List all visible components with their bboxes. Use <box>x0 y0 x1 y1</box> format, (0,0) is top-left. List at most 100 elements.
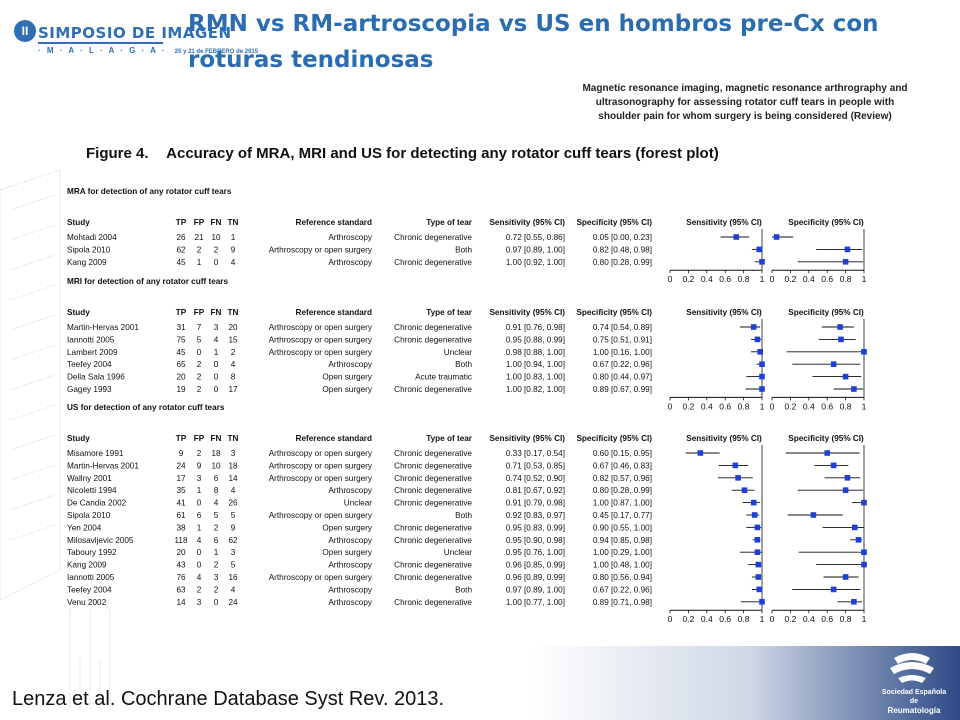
cell-specificity: 0.80 [0.28, 0.99] <box>593 258 652 267</box>
study-name: Wallny 2001 <box>67 474 112 483</box>
spec-point-marker <box>830 361 837 367</box>
cell-reference-standard: Arthroscopy or open surgery <box>269 335 373 344</box>
spec-point-marker <box>824 450 830 456</box>
cell-tp: 24 <box>176 461 186 470</box>
cell-sensitivity: 0.96 [0.89, 0.99] <box>506 573 565 582</box>
column-header-tp: TP <box>176 434 187 443</box>
cell-tp: 35 <box>176 486 186 495</box>
column-header-fn: FN <box>211 308 222 317</box>
cell-type-of-tear: Both <box>455 511 472 520</box>
cell-tn: 5 <box>231 561 236 570</box>
column-header-specificity: Specificity (95% CI) <box>576 308 652 317</box>
cell-specificity: 1.00 [0.48, 1.00] <box>593 561 652 570</box>
cell-sensitivity: 1.00 [0.82, 1.00] <box>506 385 565 394</box>
sens-point-marker <box>759 373 765 380</box>
ser-logo-text: Sociedad Española de Reumatología <box>872 688 956 715</box>
cell-fn: 2 <box>214 585 219 594</box>
sens-point-marker <box>755 561 762 568</box>
cell-fn: 3 <box>214 573 219 582</box>
spec-point-marker <box>851 386 857 392</box>
study-name: Kang 2009 <box>67 561 107 570</box>
cell-type-of-tear: Chronic degenerative <box>394 323 472 332</box>
cell-fn: 0 <box>214 385 219 394</box>
cell-fp: 1 <box>197 258 202 267</box>
axis-tick-label: 0.2 <box>784 614 796 624</box>
cell-reference-standard: Arthroscopy <box>328 536 373 545</box>
axis-tick-label: 0.8 <box>840 614 852 624</box>
cell-fp: 0 <box>197 548 202 557</box>
column-header-fp: FP <box>194 308 205 317</box>
cell-fp: 0 <box>197 348 202 357</box>
cell-sensitivity: 0.91 [0.76, 0.98] <box>506 323 565 332</box>
cell-specificity: 0.67 [0.22, 0.96] <box>593 585 652 594</box>
cell-fn: 6 <box>214 474 219 483</box>
cell-fn: 6 <box>214 536 219 545</box>
plot-header-specificity: Specificity (95% CI) <box>788 308 864 317</box>
cell-type-of-tear: Chronic degenerative <box>394 461 472 470</box>
spec-point-marker <box>851 599 857 605</box>
cell-tn: 9 <box>231 245 236 254</box>
column-header-reference: Reference standard <box>296 308 372 317</box>
logo-divider <box>38 42 163 44</box>
spec-point-marker <box>842 574 849 580</box>
cell-tp: 43 <box>176 561 186 570</box>
spec-point-marker <box>861 349 867 355</box>
cell-reference-standard: Arthroscopy or open surgery <box>269 474 373 483</box>
cell-tp: 41 <box>176 499 186 508</box>
axis-tick-label: 0.8 <box>738 614 750 624</box>
ser-logo-icon <box>890 653 934 683</box>
cell-fn: 2 <box>214 561 219 570</box>
column-header-specificity: Specificity (95% CI) <box>576 218 652 227</box>
cell-type-of-tear: Chronic degenerative <box>394 598 472 607</box>
cell-fn: 5 <box>214 511 219 520</box>
cell-specificity: 0.89 [0.71, 0.98] <box>593 598 652 607</box>
column-header-tear: Type of tear <box>426 308 473 317</box>
study-name: Lambert 2009 <box>67 348 118 357</box>
axis-tick-label: 0 <box>668 614 673 624</box>
cell-specificity: 0.75 [0.51, 0.91] <box>593 335 652 344</box>
study-name: Gagey 1993 <box>67 385 112 394</box>
cell-sensitivity: 1.00 [0.83, 1.00] <box>506 373 565 382</box>
cell-reference-standard: Arthroscopy <box>328 598 373 607</box>
cell-fp: 3 <box>197 598 202 607</box>
column-header-specificity: Specificity (95% CI) <box>576 434 652 443</box>
cell-sensitivity: 0.33 [0.17, 0.54] <box>506 449 565 458</box>
sens-point-marker <box>757 349 763 355</box>
cell-specificity: 0.05 [0.00, 0.23] <box>593 233 652 242</box>
cell-tn: 9 <box>231 523 236 532</box>
spec-point-marker <box>861 549 867 555</box>
cell-specificity: 0.80 [0.28, 0.99] <box>593 486 652 495</box>
cell-type-of-tear: Chronic degenerative <box>394 385 472 394</box>
spec-point-marker <box>830 586 837 593</box>
cell-tn: 4 <box>231 585 236 594</box>
sens-point-marker <box>756 246 763 253</box>
column-header-tear: Type of tear <box>426 218 473 227</box>
cell-reference-standard: Arthroscopy <box>328 585 373 594</box>
cell-tn: 62 <box>228 536 238 545</box>
cell-sensitivity: 0.97 [0.89, 1.00] <box>506 585 565 594</box>
axis-tick-label: 0.8 <box>738 401 750 411</box>
figure-number: Figure 4. <box>86 145 149 162</box>
cell-fn: 1 <box>214 348 219 357</box>
cell-reference-standard: Arthroscopy or open surgery <box>269 511 373 520</box>
cell-fn: 3 <box>214 323 219 332</box>
axis-tick-label: 0.6 <box>719 614 731 624</box>
sens-point-marker <box>741 487 748 493</box>
cell-type-of-tear: Chronic degenerative <box>394 499 472 508</box>
study-name: Nicoletti 1994 <box>67 486 117 495</box>
cell-tn: 16 <box>228 573 238 582</box>
column-header-study: Study <box>67 308 90 317</box>
cell-type-of-tear: Both <box>455 360 472 369</box>
axis-tick-label: 0 <box>770 401 775 411</box>
axis-tick-label: 0.2 <box>682 274 694 284</box>
axis-tick-label: 0 <box>668 401 673 411</box>
axis-tick-label: 0.4 <box>701 614 713 624</box>
column-header-tp: TP <box>176 218 187 227</box>
cell-type-of-tear: Acute traumatic <box>415 373 472 382</box>
footer-gradient-band <box>0 646 960 720</box>
cell-tp: 61 <box>176 511 186 520</box>
sens-point-marker <box>697 450 704 456</box>
cell-specificity: 1.00 [0.87, 1.00] <box>593 499 652 508</box>
cell-sensitivity: 0.71 [0.53, 0.85] <box>506 461 565 470</box>
sens-point-marker <box>735 475 741 481</box>
